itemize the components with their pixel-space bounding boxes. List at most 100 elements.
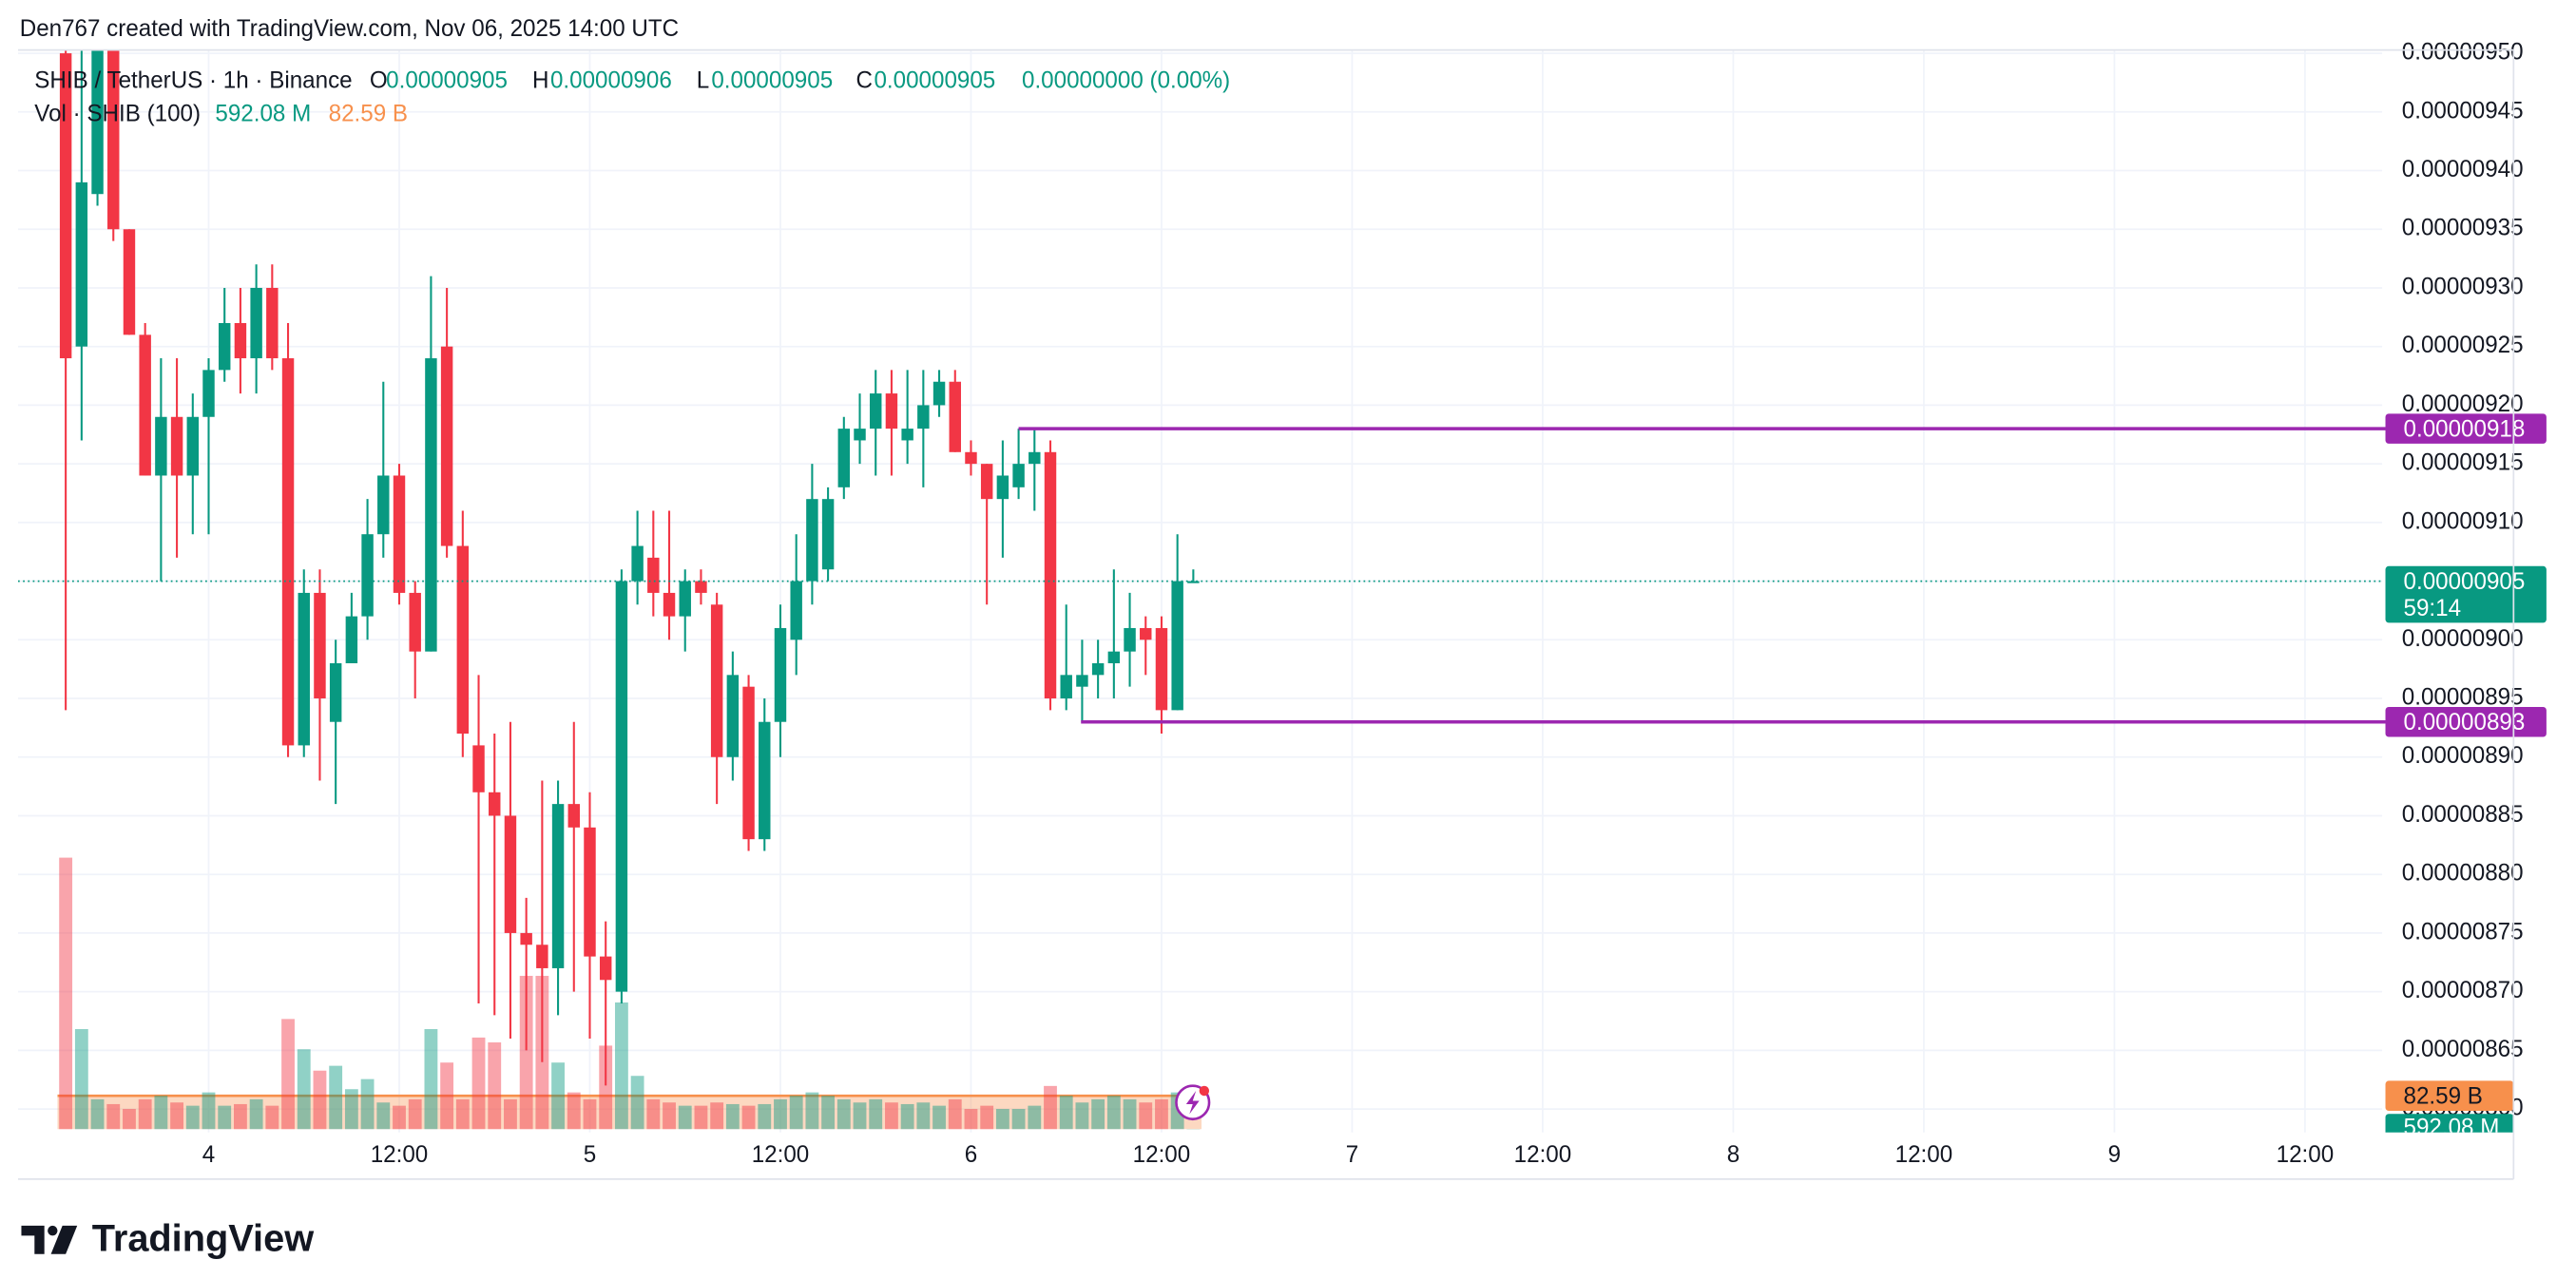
volume-bar [249, 1098, 263, 1130]
candle-body [440, 346, 453, 546]
volume-bar [519, 975, 533, 1130]
volume-bar [995, 1109, 1009, 1130]
volume-bar [710, 1102, 724, 1130]
volume-bar [980, 1105, 994, 1130]
brand: TradingView [92, 1217, 315, 1259]
o-value: 0.00000905 [386, 67, 508, 93]
candle-body [281, 358, 295, 746]
alert-icon[interactable] [1175, 1084, 1211, 1121]
candle-body [615, 581, 628, 992]
volume-bar [758, 1103, 772, 1130]
volume-bar [663, 1102, 676, 1130]
volume-bar [630, 1076, 644, 1130]
candle-body [774, 627, 787, 722]
volume-bar [948, 1098, 962, 1130]
volume-bar [106, 1103, 121, 1130]
y-tick-label: 0.00000890 [2402, 743, 2524, 769]
volume-bar [440, 1062, 454, 1130]
x-tick-label: 12:00 [1514, 1142, 1572, 1168]
volume-bar [202, 1092, 216, 1130]
y-tick-label: 0.00000940 [2402, 157, 2524, 182]
candle-body [647, 557, 660, 593]
candle-body [393, 475, 406, 593]
candle-body [790, 581, 802, 640]
volume-bar [932, 1105, 946, 1130]
volume-bar [488, 1042, 502, 1130]
candle-body [980, 464, 993, 500]
volume-bar [805, 1092, 819, 1130]
volume-ma-box [2385, 1080, 2514, 1111]
candle-body [837, 429, 851, 487]
y-tick-label: 0.00000915 [2402, 449, 2524, 475]
candle-body [631, 545, 644, 582]
volume-bar [599, 1045, 613, 1130]
overlay-layer: 0.00000950 0.00000945 0.00000940 0.00000935… [18, 39, 2547, 1168]
volume-bar [344, 1089, 358, 1130]
price-label: 0.00000905 [2404, 569, 2526, 595]
candle-body [870, 393, 882, 430]
volume-bar [329, 1065, 343, 1130]
symbol: SHIB / TetherUS · 1h · Binance [34, 67, 352, 93]
candle-body [1187, 581, 1200, 583]
y-tick-label: 0.00000885 [2402, 802, 2524, 828]
volume-bar [74, 1028, 88, 1130]
candle-body [679, 581, 691, 617]
volume-bar [218, 1105, 232, 1130]
volume-bar [424, 1028, 438, 1130]
volume-bar [1044, 1085, 1057, 1130]
volume-bar [646, 1098, 661, 1130]
volume-bar [916, 1102, 931, 1130]
volume-bar [376, 1102, 391, 1130]
y-tick-label: 0.00000925 [2402, 333, 2524, 358]
h-label: H [532, 67, 548, 93]
volume-ma-area [57, 1096, 1202, 1130]
volume-bar [170, 1102, 184, 1130]
volume-title: Vol · SHIB (100) [34, 101, 201, 126]
candle-body [1140, 627, 1152, 640]
candle-body [489, 792, 501, 816]
candle-body [329, 662, 342, 722]
volume-bar [455, 1098, 470, 1130]
alert-bolt [1185, 1090, 1200, 1115]
candle-body [1044, 451, 1057, 699]
volume-bar [123, 1109, 136, 1130]
x-tick-label: 12:00 [371, 1142, 429, 1168]
x-tick-label: 9 [2108, 1142, 2121, 1168]
volume-bar [393, 1105, 406, 1130]
y-tick-label: 0.00000895 [2402, 684, 2524, 710]
x-tick-label: 12:00 [752, 1142, 810, 1168]
candle-body [695, 581, 707, 593]
c-label: C [855, 67, 872, 93]
logo[interactable]: TradingView [21, 1217, 315, 1259]
candle-body [932, 381, 946, 406]
candle-body [854, 429, 866, 441]
candle-layer [59, 49, 1200, 1086]
h-value: 0.00000906 [550, 67, 672, 93]
candle-body [155, 416, 167, 476]
logo-t [21, 1225, 45, 1254]
candle-body [663, 592, 676, 617]
volume-value: 592.08 M [215, 101, 311, 126]
y-tick-label: 0.00000875 [2402, 919, 2524, 945]
volume-bar [836, 1098, 851, 1130]
candle-body [949, 381, 961, 452]
volume-bar [1091, 1098, 1105, 1130]
volume-bar [408, 1098, 422, 1130]
price-box [2385, 565, 2547, 623]
candle-body [567, 804, 581, 828]
candle-body [726, 675, 740, 757]
candle-body [917, 405, 930, 430]
change: 0.00000000 (0.00%) [1022, 67, 1230, 93]
candle-body [1107, 651, 1121, 663]
volume-bar [281, 1019, 295, 1130]
volume-bar [789, 1096, 803, 1130]
volume-bar [1059, 1096, 1073, 1130]
volume-bar [1011, 1109, 1026, 1130]
candle-body [266, 287, 279, 359]
candle-body [1171, 581, 1183, 711]
alert-dot [1199, 1085, 1210, 1097]
x-tick-label: 7 [1346, 1142, 1358, 1168]
candle-body [1124, 627, 1136, 652]
candle-body [139, 334, 151, 476]
volume-axis-label: 592.08 M [2404, 1115, 2500, 1140]
